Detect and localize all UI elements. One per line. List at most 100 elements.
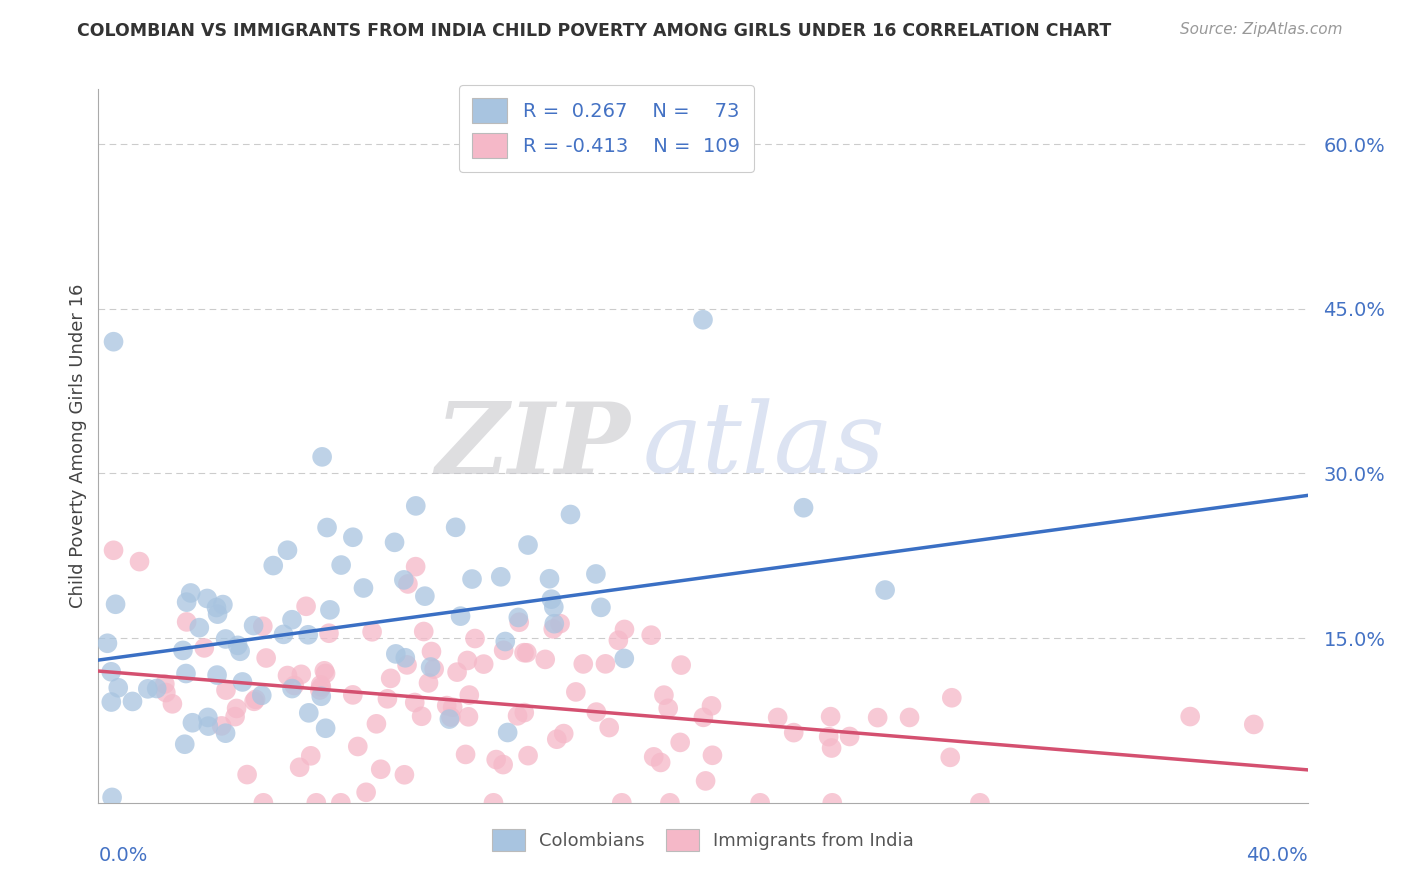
Point xyxy=(195,591,218,606)
Point xyxy=(193,640,215,655)
Point xyxy=(456,653,478,667)
Point xyxy=(439,712,461,726)
Point xyxy=(898,710,921,724)
Point xyxy=(236,767,259,781)
Point xyxy=(444,520,467,534)
Point xyxy=(145,681,167,696)
Point xyxy=(342,688,364,702)
Point xyxy=(180,586,202,600)
Point xyxy=(413,589,436,603)
Point xyxy=(100,665,122,679)
Point xyxy=(392,573,415,587)
Point xyxy=(560,508,582,522)
Text: atlas: atlas xyxy=(643,399,886,493)
Text: 0.0%: 0.0% xyxy=(98,846,148,864)
Point xyxy=(100,695,122,709)
Point xyxy=(411,709,433,723)
Point xyxy=(613,651,636,665)
Point xyxy=(245,692,267,706)
Point xyxy=(472,657,495,672)
Point xyxy=(640,628,662,642)
Point xyxy=(657,701,679,715)
Point xyxy=(766,710,789,724)
Point xyxy=(215,683,238,698)
Point xyxy=(492,757,515,772)
Point xyxy=(252,619,274,633)
Point xyxy=(610,796,633,810)
Point xyxy=(354,785,377,799)
Point xyxy=(1180,709,1202,723)
Point xyxy=(543,600,565,615)
Point xyxy=(243,694,266,708)
Point xyxy=(692,710,714,724)
Point xyxy=(103,543,125,558)
Point xyxy=(361,624,384,639)
Point xyxy=(205,600,228,615)
Point xyxy=(598,721,620,735)
Point xyxy=(225,701,247,715)
Point xyxy=(572,657,595,671)
Point xyxy=(380,671,402,685)
Point xyxy=(607,633,630,648)
Point xyxy=(543,616,565,631)
Point xyxy=(669,658,692,673)
Point xyxy=(546,732,568,747)
Point xyxy=(820,709,842,723)
Point xyxy=(385,647,408,661)
Point xyxy=(875,582,897,597)
Point xyxy=(252,796,274,810)
Point xyxy=(418,676,440,690)
Text: ZIP: ZIP xyxy=(436,398,630,494)
Point xyxy=(702,748,724,763)
Point xyxy=(155,685,177,699)
Point xyxy=(517,748,540,763)
Point xyxy=(395,657,418,672)
Point xyxy=(589,600,612,615)
Point xyxy=(315,666,337,681)
Point xyxy=(939,750,962,764)
Point xyxy=(658,796,681,810)
Point xyxy=(446,665,468,679)
Point xyxy=(749,796,772,810)
Point xyxy=(297,628,319,642)
Point xyxy=(516,646,538,660)
Point xyxy=(276,543,298,558)
Point xyxy=(329,796,352,810)
Point xyxy=(181,715,204,730)
Point xyxy=(370,762,392,776)
Point xyxy=(311,450,333,464)
Point xyxy=(513,706,536,720)
Point xyxy=(305,796,328,810)
Point xyxy=(211,719,233,733)
Point xyxy=(319,603,342,617)
Y-axis label: Child Poverty Among Girls Under 16: Child Poverty Among Girls Under 16 xyxy=(69,284,87,608)
Point xyxy=(548,616,571,631)
Point xyxy=(669,735,692,749)
Point xyxy=(309,690,332,704)
Point xyxy=(273,627,295,641)
Point xyxy=(496,725,519,739)
Point xyxy=(650,756,672,770)
Text: COLOMBIAN VS IMMIGRANTS FROM INDIA CHILD POVERTY AMONG GIRLS UNDER 16 CORRELATIO: COLOMBIAN VS IMMIGRANTS FROM INDIA CHILD… xyxy=(77,22,1112,40)
Point xyxy=(394,768,416,782)
Point xyxy=(318,626,340,640)
Point xyxy=(517,538,540,552)
Point xyxy=(494,634,516,648)
Point xyxy=(330,558,353,572)
Point xyxy=(941,690,963,705)
Point xyxy=(394,650,416,665)
Point xyxy=(793,500,815,515)
Point xyxy=(457,710,479,724)
Point xyxy=(316,520,339,534)
Point xyxy=(205,668,228,682)
Point xyxy=(540,592,562,607)
Legend: Colombians, Immigrants from India: Colombians, Immigrants from India xyxy=(485,822,921,858)
Point xyxy=(342,530,364,544)
Point xyxy=(377,691,399,706)
Point xyxy=(458,688,481,702)
Point xyxy=(309,678,332,692)
Point xyxy=(290,667,312,681)
Point xyxy=(288,760,311,774)
Point xyxy=(419,660,441,674)
Point xyxy=(283,678,305,692)
